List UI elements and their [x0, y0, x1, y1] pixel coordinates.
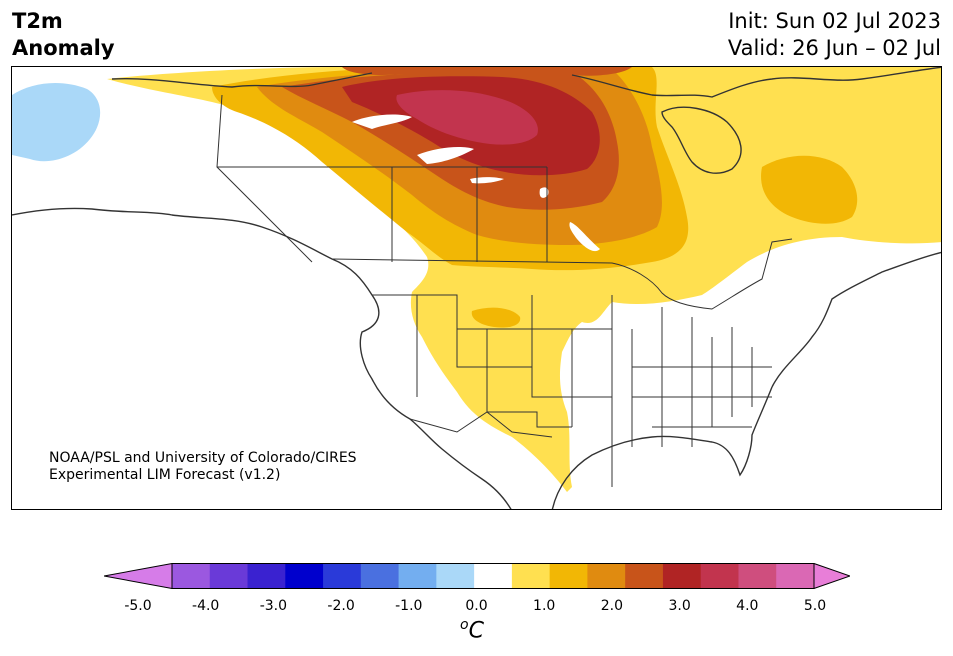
colorbar-bin — [776, 563, 815, 589]
colorbar-bin — [549, 563, 588, 589]
colorbar-bin — [625, 563, 664, 589]
colorbar-tick-label: -2.0 — [327, 598, 355, 614]
colorbar-bin — [662, 563, 702, 589]
colorbar-tick-label: -3.0 — [259, 598, 288, 614]
colorbar-tick-label: 0.0 — [465, 598, 488, 614]
valid-range: Valid: 26 Jun – 02 Jul — [727, 36, 941, 60]
boundaries — [12, 67, 941, 509]
colorbar-bin — [700, 563, 739, 589]
arctic-coastline — [111, 67, 941, 98]
colorbar-min-extension — [104, 563, 173, 589]
colorbar-bin — [587, 563, 626, 589]
lake-winnipeg — [569, 222, 600, 252]
colorbar-tick-label: -1.0 — [395, 598, 423, 614]
map-title: T2m Anomaly — [12, 8, 115, 62]
lake-athabasca — [470, 177, 504, 184]
colorbar-bin — [209, 563, 249, 589]
colorbar-tick-label: -5.0 — [124, 598, 152, 614]
warm-anomaly-level-6 — [396, 90, 538, 145]
reindeer-lake — [539, 187, 549, 198]
cold-anomaly-alaska — [12, 83, 101, 162]
forecast-dates: Init: Sun 02 Jul 2023 Valid: 26 Jun – 02… — [728, 8, 941, 62]
colorbar-outline — [171, 563, 815, 589]
colorbar-bin — [285, 563, 324, 589]
colorbar-bin — [474, 563, 513, 589]
title-line-1: T2m — [12, 9, 63, 33]
atlantic-coastline — [771, 251, 941, 388]
inland-lakes — [352, 114, 600, 252]
colorbar-bin — [247, 563, 286, 589]
colorbar-tick-label: 3.0 — [668, 598, 691, 614]
provincial-borders — [217, 166, 548, 262]
colorbar-tick-label: -4.0 — [192, 598, 220, 614]
title-line-2: Anomaly — [12, 36, 115, 60]
pacific-coastline — [12, 207, 512, 509]
warm-anomaly-level-1 — [107, 67, 941, 492]
colorbar-bin — [172, 563, 211, 589]
warm-anomaly-colorado — [471, 307, 521, 328]
great-slave-lake — [417, 147, 474, 164]
unit-letter: C — [468, 618, 484, 644]
degree-superscript: o — [460, 617, 469, 633]
colorbar-bin — [323, 563, 362, 589]
colorbar-tick-label: 2.0 — [600, 598, 624, 614]
us-canada-border — [331, 238, 793, 310]
colorbar-bin — [511, 563, 551, 589]
map-canvas — [12, 67, 941, 509]
colorbar-tick-label: 1.0 — [533, 598, 556, 614]
colorbar-tick-label: 5.0 — [803, 598, 827, 614]
colorbar — [104, 563, 850, 589]
credit-line-1: NOAA/PSL and University of Colorado/CIRE… — [49, 450, 357, 466]
colorbar-segments — [104, 563, 850, 589]
warm-anomaly-east-canada — [761, 155, 858, 224]
anomaly-shading — [12, 67, 941, 492]
colorbar-max-extension — [813, 563, 850, 589]
init-date: Init: Sun 02 Jul 2023 — [728, 9, 941, 33]
us-state-borders — [372, 294, 772, 487]
colorbar-bin — [436, 563, 475, 589]
colorbar-tick-label: 4.0 — [736, 598, 759, 614]
colorbar-bin — [738, 563, 777, 589]
mexico-border — [409, 411, 553, 438]
warm-anomaly-north-tip — [342, 67, 632, 76]
credit-line-2: Experimental LIM Forecast (v1.2) — [49, 467, 281, 483]
great-bear-lake — [352, 114, 412, 129]
hudson-bay-coast — [661, 106, 742, 174]
colorbar-bin — [398, 563, 437, 589]
anomaly-map — [11, 66, 942, 510]
gulf-coastline — [551, 386, 773, 509]
forecast-credit: NOAA/PSL and University of Colorado/CIRE… — [49, 450, 357, 484]
colorbar-unit: oC — [460, 617, 484, 643]
colorbar-bin — [360, 563, 400, 589]
